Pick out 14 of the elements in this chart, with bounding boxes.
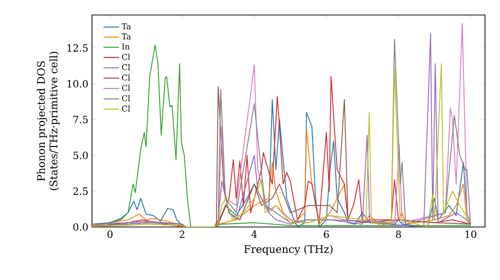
x-tick-label: 2 xyxy=(180,230,184,238)
y-tick-label: 12.5 xyxy=(68,44,88,52)
x-tick-label: 8 xyxy=(396,230,401,238)
x-tick-label: 0 xyxy=(108,230,113,238)
y-tick-label: 0.0 xyxy=(73,223,88,231)
y-tick-label: 7.5 xyxy=(73,116,88,124)
x-axis-title: Frequency (THz) xyxy=(244,244,333,256)
y-axis-title: Phonon projected DOS (States/THz·primitive cell) xyxy=(36,52,60,190)
y-tick-label: 5.0 xyxy=(73,152,88,160)
x-tick-label: 6 xyxy=(324,230,329,238)
x-tick-label: 4 xyxy=(251,230,257,238)
x-tick-label: 10 xyxy=(465,230,476,238)
y-tick-label: 2.5 xyxy=(73,187,88,195)
y-tick-label: 10.0 xyxy=(68,80,88,88)
